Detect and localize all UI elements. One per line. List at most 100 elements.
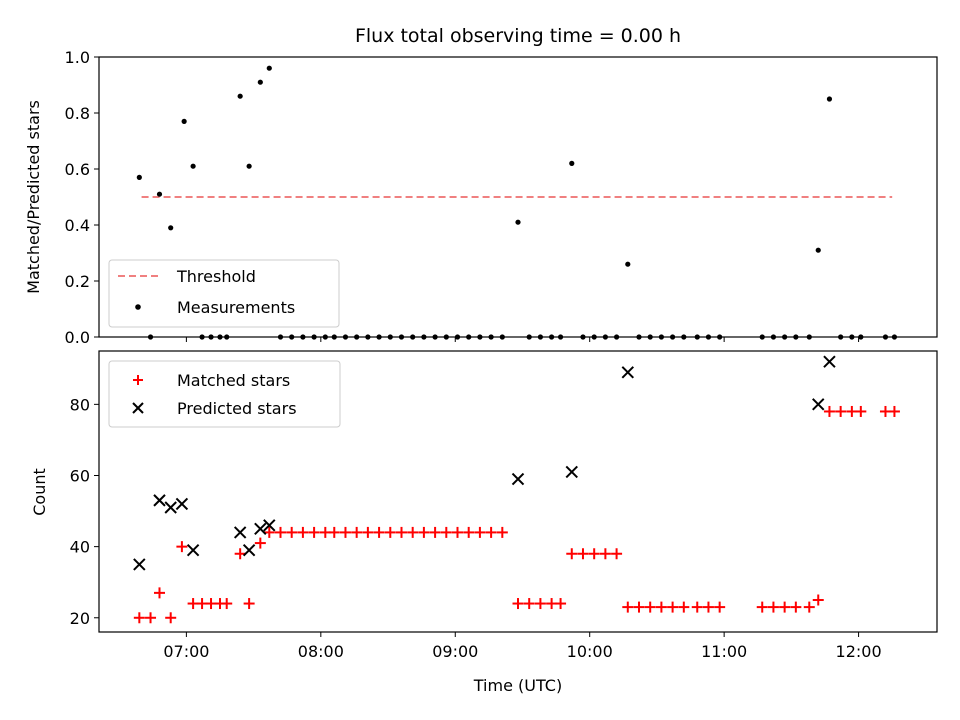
- bottom-x-tick-label: 12:00: [836, 642, 882, 661]
- matched-point: [790, 601, 802, 613]
- legend-matched-label: Matched stars: [177, 371, 290, 390]
- predicted-point: [186, 543, 200, 557]
- bottom-y-tick-label: 80: [70, 395, 90, 414]
- bottom-x-tick-label: 10:00: [567, 642, 613, 661]
- matched-point: [812, 594, 824, 606]
- matched-point: [339, 526, 351, 538]
- chart-title: Flux total observing time = 0.00 h: [355, 25, 681, 47]
- matched-point: [512, 598, 524, 610]
- measurement-point: [246, 163, 252, 169]
- matched-point: [373, 526, 385, 538]
- matched-point: [308, 526, 320, 538]
- predicted-point-b: [621, 366, 634, 379]
- matched-point: [362, 526, 374, 538]
- matched-point: [555, 598, 567, 610]
- matched-point: [297, 526, 309, 538]
- measurement-point: [237, 93, 243, 99]
- measurement-point: [156, 191, 163, 197]
- bottom-x-tick-label: 07:00: [163, 642, 209, 661]
- matched-point: [351, 526, 363, 538]
- matched-point: [395, 526, 407, 538]
- top-y-ticks: 0.0 0.2 0.4 0.6 0.8 1.0: [65, 48, 99, 347]
- matched-point: [823, 405, 835, 417]
- predicted-point-b: [263, 519, 276, 532]
- top-y-tick-label: 0.6: [65, 160, 90, 179]
- matched-point: [633, 601, 645, 613]
- matched-point: [429, 526, 441, 538]
- bottom-x-tick-label: 09:00: [432, 642, 478, 661]
- matched-point: [655, 601, 667, 613]
- predicted-point: [164, 501, 177, 514]
- matched-point: [534, 598, 546, 610]
- legend-threshold-label: Threshold: [176, 267, 256, 286]
- predicted-point: [823, 355, 836, 368]
- matched-point: [384, 526, 396, 538]
- predicted-point: [242, 543, 256, 557]
- bottom-y-ticks: 20 40 60 80: [70, 395, 99, 628]
- top-y-tick-label: 0.4: [65, 216, 90, 235]
- bottom-x-tick-label: 08:00: [298, 642, 344, 661]
- matched-point: [667, 601, 679, 613]
- bottom-legend: Matched stars Predicted stars: [108, 360, 341, 428]
- legend-predicted-swatch: [132, 402, 144, 414]
- predicted-point: [233, 526, 247, 539]
- matched-point: [263, 526, 275, 538]
- top-x-ticks: [185, 337, 860, 342]
- matched-point: [418, 526, 430, 538]
- predicted-point-b: [175, 497, 189, 511]
- predicted-point: [175, 497, 189, 511]
- matched-point: [855, 405, 867, 417]
- legend-matched-swatch: [133, 375, 143, 385]
- matched-point: [714, 601, 726, 613]
- bottom-plot-frame: [98, 350, 938, 633]
- predicted-point-b: [133, 558, 146, 571]
- predicted-point-b: [153, 494, 166, 507]
- predicted-point-b: [565, 465, 578, 479]
- measurement-point: [625, 261, 631, 267]
- matched-point: [702, 601, 714, 613]
- measurement-point: [136, 174, 142, 180]
- top-legend: Threshold Measurements: [108, 259, 340, 328]
- matched-point: [452, 526, 464, 538]
- matched-point: [588, 548, 600, 560]
- predicted-point: [812, 398, 825, 411]
- top-y-tick-label: 0.8: [65, 104, 90, 123]
- predicted-point-b: [812, 398, 825, 411]
- predicted-point-b: [254, 522, 267, 536]
- predicted-point-b: [186, 543, 200, 557]
- matched-point: [153, 587, 165, 599]
- predicted-point-b: [823, 355, 836, 368]
- predicted-point: [133, 558, 146, 571]
- measurement-point: [815, 247, 821, 253]
- top-y-tick-label: 0.0: [65, 328, 90, 347]
- matched-point: [440, 526, 452, 538]
- top-y-axis-label: Matched/Predicted stars: [24, 100, 43, 294]
- predicted-point: [511, 472, 525, 486]
- bottom-x-ticks: 07:00 08:00 09:00 10:00 11:00 12:00: [163, 632, 882, 661]
- matched-point: [644, 601, 656, 613]
- matched-point: [274, 526, 286, 538]
- top-plot-frame: [98, 56, 938, 338]
- matched-point: [888, 405, 900, 417]
- measurement-point: [515, 219, 521, 225]
- predicted-point: [153, 494, 166, 507]
- matched-point: [622, 601, 634, 613]
- top-y-tick-label: 1.0: [65, 48, 90, 67]
- x-axis-label: Time (UTC): [473, 676, 562, 695]
- predicted-point-b: [233, 526, 247, 539]
- measurement-point: [257, 79, 263, 85]
- bottom-y-tick-label: 20: [70, 609, 90, 628]
- measurement-point: [190, 163, 196, 169]
- measurement-point: [181, 118, 187, 124]
- matched-point: [756, 601, 768, 613]
- measurement-point: [266, 65, 272, 71]
- matched-point: [691, 601, 703, 613]
- predicted-point-b: [511, 472, 525, 486]
- matched-point: [835, 405, 847, 417]
- top-legend-box: [108, 259, 340, 328]
- predicted-point: [254, 522, 267, 536]
- predicted-point-b: [242, 543, 256, 557]
- matched-point: [485, 526, 497, 538]
- matched-point: [803, 601, 815, 613]
- legend-measurements-label: Measurements: [177, 298, 295, 317]
